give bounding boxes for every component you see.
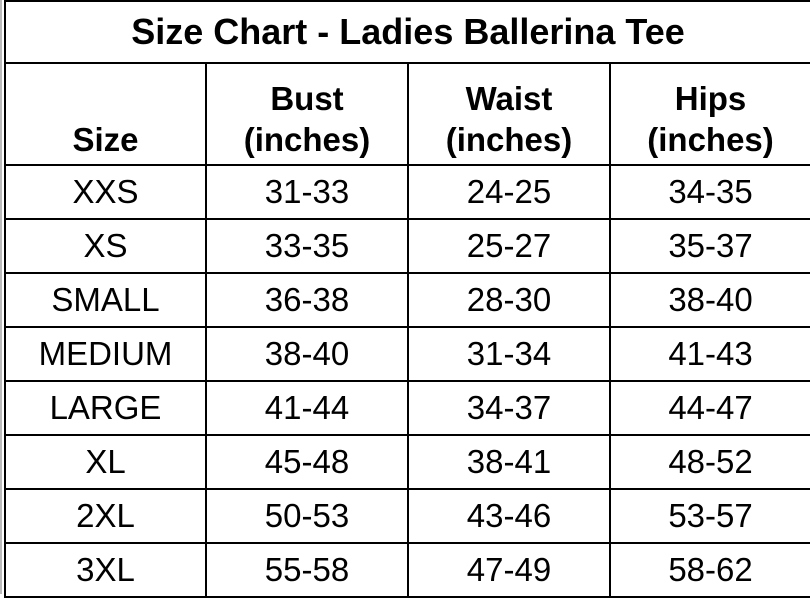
table-row: XXS 31-33 24-25 34-35: [4, 164, 810, 220]
header-line2: (inches): [445, 121, 573, 158]
cell-waist: 34-37: [407, 380, 611, 436]
table-row: XL 45-48 38-41 48-52: [4, 434, 810, 490]
cell-bust: 33-35: [205, 218, 409, 274]
header-line1: Bust: [270, 80, 344, 117]
header-line1: Waist: [465, 80, 553, 117]
cell-bust: 36-38: [205, 272, 409, 328]
cell-hips: 53-57: [608, 488, 810, 544]
cell-size: 3XL: [4, 542, 207, 598]
cell-size: XXS: [4, 164, 207, 220]
cell-hips: 35-37: [608, 218, 810, 274]
cell-waist: 24-25: [407, 164, 611, 220]
cell-size: 2XL: [4, 488, 207, 544]
cell-size: MEDIUM: [4, 326, 207, 382]
table-row: XS 33-35 25-27 35-37: [4, 218, 810, 274]
table-row: 3XL 55-58 47-49 58-62: [4, 542, 810, 598]
table-row: LARGE 41-44 34-37 44-47: [4, 380, 810, 436]
size-table: Size Chart - Ladies Ballerina Tee Size Bu…: [3, 0, 810, 598]
cell-bust: 55-58: [205, 542, 409, 598]
cell-waist: 47-49: [407, 542, 611, 598]
header-line2: Size: [72, 121, 139, 158]
cell-hips: 41-43: [608, 326, 810, 382]
column-header-size: Size: [4, 62, 207, 166]
cell-size: XL: [4, 434, 207, 490]
table-row: 2XL 50-53 43-46 53-57: [4, 488, 810, 544]
column-header-hips: Hips (inches): [608, 62, 810, 166]
cell-waist: 43-46: [407, 488, 611, 544]
cell-bust: 50-53: [205, 488, 409, 544]
cell-hips: 38-40: [608, 272, 810, 328]
column-header-bust: Bust (inches): [205, 62, 409, 166]
cell-hips: 58-62: [608, 542, 810, 598]
table-row: SMALL 36-38 28-30 38-40: [4, 272, 810, 328]
column-header-waist: Waist (inches): [407, 62, 611, 166]
cell-hips: 44-47: [608, 380, 810, 436]
header-line1: Hips: [674, 80, 747, 117]
cell-bust: 38-40: [205, 326, 409, 382]
cell-waist: 25-27: [407, 218, 611, 274]
cell-size: XS: [4, 218, 207, 274]
cell-bust: 31-33: [205, 164, 409, 220]
cell-size: SMALL: [4, 272, 207, 328]
header-row: Size Bust (inches) Waist (inches) Hips (inches…: [4, 62, 810, 166]
cell-hips: 34-35: [608, 164, 810, 220]
cell-size: LARGE: [4, 380, 207, 436]
cell-waist: 28-30: [407, 272, 611, 328]
cell-waist: 31-34: [407, 326, 611, 382]
table-title: Size Chart - Ladies Ballerina Tee: [3, 0, 810, 64]
cell-bust: 45-48: [205, 434, 409, 490]
header-line2: (inches): [243, 121, 371, 158]
header-line2: (inches): [647, 121, 774, 158]
cell-hips: 48-52: [608, 434, 810, 490]
cell-bust: 41-44: [205, 380, 409, 436]
cell-waist: 38-41: [407, 434, 611, 490]
table-row: MEDIUM 38-40 31-34 41-43: [4, 326, 810, 382]
